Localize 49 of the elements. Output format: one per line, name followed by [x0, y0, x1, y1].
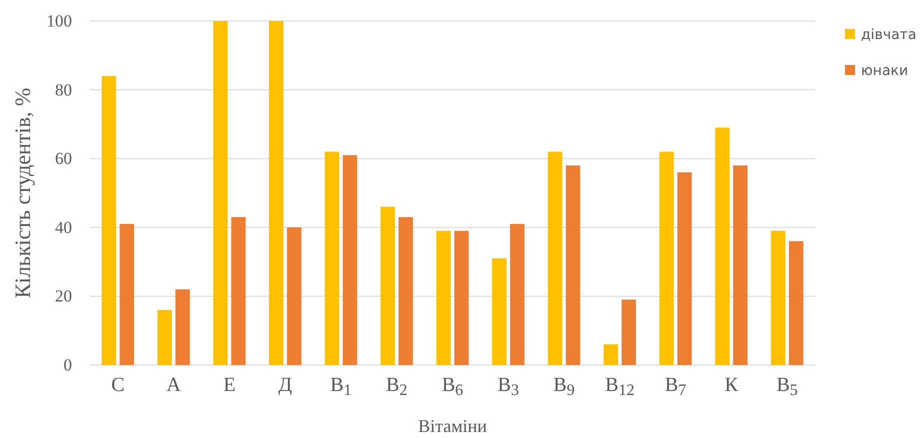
bar — [269, 21, 284, 365]
y-tick-label: 60 — [55, 149, 72, 168]
x-tick-label: А — [166, 374, 182, 396]
bar — [157, 310, 172, 365]
bar — [622, 300, 636, 365]
x-tick-label: В$_{3}$ — [498, 374, 519, 399]
legend-label: юнаки — [861, 63, 908, 79]
x-tick-label: В$_{7}$ — [664, 374, 686, 399]
y-axis-title: Кількість студентів, % — [10, 88, 35, 298]
y-tick-label: 80 — [55, 80, 72, 100]
bar — [324, 152, 340, 365]
bar — [102, 76, 116, 365]
x-tick-label: В$_{9}$ — [553, 374, 575, 399]
bar — [492, 258, 506, 365]
bar — [733, 165, 748, 365]
bar — [286, 227, 302, 365]
bar — [659, 152, 674, 365]
y-tick-label: 40 — [55, 218, 72, 237]
bar — [120, 224, 134, 365]
bar — [677, 172, 692, 365]
y-tick-label: 100 — [46, 11, 72, 30]
bar — [380, 206, 395, 365]
y-tick-label: 20 — [55, 286, 72, 306]
bar — [510, 224, 524, 365]
bar — [342, 155, 358, 365]
x-tick-label: Е — [223, 374, 236, 396]
bar — [770, 230, 786, 365]
x-tick-label: Д — [278, 374, 292, 396]
x-tick-label: В$_{2}$ — [386, 374, 408, 399]
bar — [454, 230, 469, 365]
x-tick-label: К — [724, 374, 739, 396]
x-tick-label: В$_{1}$ — [330, 374, 352, 399]
x-tick-label: С — [111, 374, 125, 396]
bar — [213, 21, 228, 365]
bar — [398, 217, 413, 365]
bar — [715, 128, 730, 365]
x-tick-label: В$_{6}$ — [442, 374, 464, 399]
bar — [548, 152, 562, 365]
bar — [788, 241, 804, 365]
y-tick-label: 0 — [64, 355, 72, 374]
x-tick-label: В$_{12}$ — [605, 374, 634, 399]
bar — [604, 344, 618, 365]
legend-label: дівчата — [861, 27, 916, 43]
bar — [566, 165, 580, 365]
bar — [175, 289, 190, 365]
x-axis-title: Вітаміни — [418, 416, 488, 436]
bar — [231, 217, 246, 365]
x-tick-label: В$_{5}$ — [776, 374, 798, 399]
bar — [436, 230, 451, 365]
